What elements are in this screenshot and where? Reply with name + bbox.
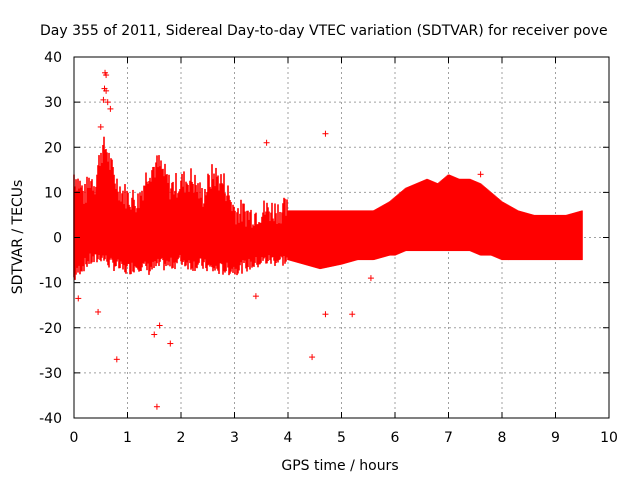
outlier-point	[322, 311, 329, 318]
outlier-point	[113, 356, 120, 363]
y-tick-label: 40	[44, 50, 62, 66]
x-tick-label: 6	[391, 430, 400, 446]
outlier-point	[263, 139, 270, 146]
outlier-point	[100, 96, 107, 103]
outlier-point	[75, 295, 82, 302]
x-tick-label: 3	[230, 430, 239, 446]
y-tick-label: -20	[39, 321, 62, 337]
x-axis-title: GPS time / hours	[281, 458, 398, 474]
outlier-point	[104, 99, 111, 106]
x-tick-label: 8	[498, 430, 507, 446]
y-tick-label: 30	[44, 95, 62, 111]
x-tick-label: 9	[551, 430, 560, 446]
axis-ticks	[73, 56, 610, 419]
x-tick-labels: 0 1 2 3 4 5 6 7 8 9 10	[70, 430, 618, 446]
chart-title: Day 355 of 2011, Sidereal Day-to-day VTE…	[40, 23, 608, 39]
y-tick-label: -40	[39, 411, 62, 427]
outlier-point	[97, 123, 104, 130]
outlier-point	[153, 403, 160, 410]
outlier-point	[349, 311, 356, 318]
x-tick-label: 2	[177, 430, 186, 446]
y-tick-label: -10	[39, 276, 62, 292]
x-tick-label: 5	[337, 430, 346, 446]
outlier-point	[322, 130, 329, 137]
y-axis-title: SDTVAR / TECUs	[10, 180, 26, 295]
y-tick-label: 0	[53, 231, 62, 247]
y-tick-labels: -40 -30 -20 -10 0 10 20 30 40	[39, 50, 62, 427]
x-tick-label: 7	[444, 430, 453, 446]
outlier-point	[95, 308, 102, 315]
outlier-point	[477, 171, 484, 178]
y-tick-label: 10	[44, 185, 62, 201]
outlier-point	[252, 293, 259, 300]
outlier-point	[151, 331, 158, 338]
x-tick-label: 10	[600, 430, 618, 446]
data-points	[73, 69, 583, 410]
x-tick-label: 0	[70, 430, 79, 446]
outlier-point	[167, 340, 174, 347]
x-tick-label: 1	[123, 430, 132, 446]
x-tick-label: 4	[284, 430, 293, 446]
outlier-point	[309, 354, 316, 361]
outlier-point	[103, 72, 110, 79]
outlier-point	[156, 322, 163, 329]
outlier-point	[367, 275, 374, 282]
y-tick-label: -30	[39, 366, 62, 382]
outlier-point	[103, 87, 110, 94]
y-tick-label: 20	[44, 140, 62, 156]
outlier-point	[107, 105, 114, 112]
series-band	[73, 136, 583, 280]
